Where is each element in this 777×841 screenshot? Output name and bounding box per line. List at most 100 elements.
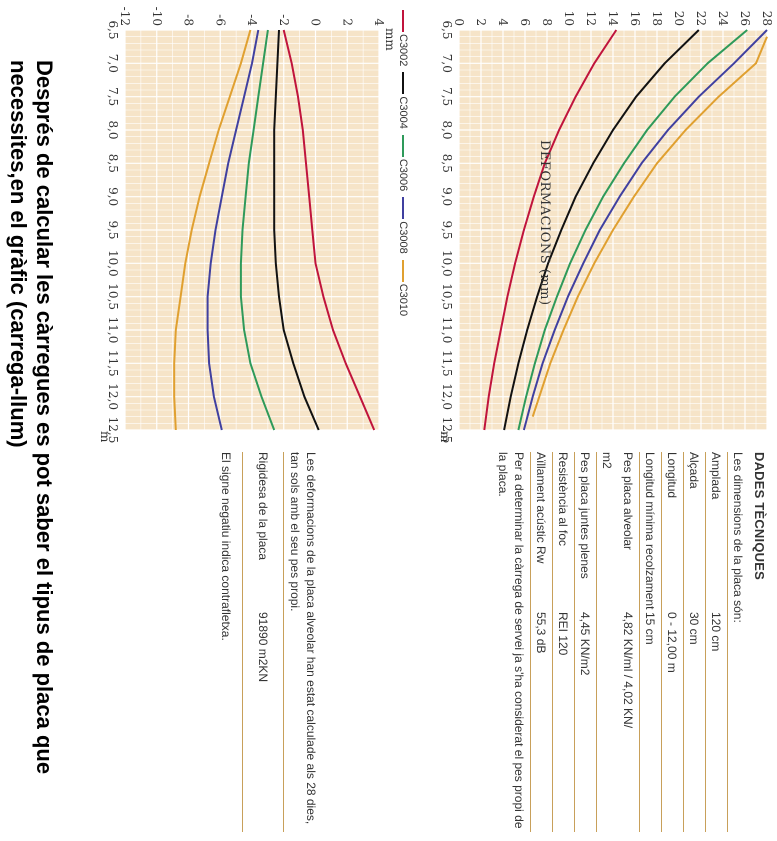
spec-value: 15 cm [643,612,658,645]
spec-row: Aïllament acústic Rw 55,3 dB [530,452,552,832]
spec-label: Pes placa juntes plenes [578,452,593,579]
load-y-tick-label: 20 [672,11,686,26]
deform-series-c3006 [239,29,276,431]
spec-row: Longitud 0 - 12,00 m [661,452,683,832]
deform-y-axis-label: mm [383,28,397,51]
load-y-tick-label: 26 [738,11,752,26]
spec-value: 120 cm [709,612,724,652]
load-y-tick-label: 16 [628,11,642,26]
load-y-tick-label: 2 [474,18,488,26]
spec-row: Pes placa alveolar 4,82 KN/ml / 4,02 KN/ [618,452,639,832]
deform-x-tick-label: 8,0 [106,120,120,139]
deform-y-tick-label: -10 [150,7,164,26]
load-series-c3006 [517,29,748,431]
spec-label: m2 [600,452,615,469]
load-y-tick-label: 4 [496,18,510,26]
deform-x-tick-label: 10,5 [106,283,120,310]
deform-x-tick-label: 10,0 [106,250,120,277]
deformation-note: Les deformacions de la placa alveolar ha… [283,452,322,832]
deform-y-tick-label: -2 [277,14,291,26]
load-x-tick-label: 12,5 [440,417,454,444]
deform-x-tick-label: 7,0 [106,54,120,73]
spec-label: Aïllament acústic Rw [534,452,549,564]
rigidity-row: Rigidesa de la placa 91890 m2KN [242,452,283,832]
load-y-tick-label: 14 [606,11,620,27]
legend-item-c3006: C3006 [397,134,409,191]
deform-x-tick-label: 7,5 [106,87,120,106]
load-y-tick-label: 6 [518,18,532,26]
legend-label-c3002: C3002 [397,34,409,67]
deformation-chart: mm 6,5 7,0 7,5 8,0 8,5 9,0 9,5 10,0 10,5 11,0 11,5… [67,0,397,450]
load-series-c3004 [503,29,700,431]
spec-row: Longitud mínima recolzament 15 cm [639,452,661,832]
deform-y-tick-label: 2 [340,18,354,26]
load-series-c3002 [483,29,618,431]
load-x-tick-label: 8,5 [440,154,454,173]
load-chart-svg: 6,5 7,0 7,5 8,0 8,5 9,0 9,5 10,0 10,5 11,0 11,5 12,… [440,11,774,444]
legend-item-c3008: C3008 [397,197,409,254]
spec-row: Amplada 120 cm [705,452,727,832]
service-load-note: Per a determinar la càrrega de servei ja… [496,452,526,829]
load-x-tick-label: 11,5 [440,350,454,377]
sign-note: El signe negatiu indica contrafletxa. [219,452,233,641]
spec-label: Alçada [687,452,702,489]
deformation-chart-title: DEFORMACIONS (mm) [537,140,552,306]
deform-x-tick-label: 12,0 [106,383,120,410]
legend-item-c3002: C3002 [397,10,409,66]
deform-x-tick-label: 12,5 [106,417,120,444]
load-y-tick-label: 8 [540,18,554,26]
load-series-c3010 [531,36,768,418]
load-y-tick-label: 0 [452,18,466,26]
deform-y-tick-label: 0 [309,18,323,26]
rigidity-label: Rigidesa de la placa [256,452,271,561]
spec-row: Resistència al foc REI 120 [552,452,574,832]
legend-swatch-c3008 [402,197,404,220]
deform-y-tick-label: -4 [245,14,259,26]
deform-x-tick-label: 8,5 [106,154,120,173]
legend-swatch-c3002 [402,10,404,32]
load-y-tick-label: 28 [760,11,774,26]
load-x-tick-label: 6,5 [440,20,454,39]
deform-series-c3010 [173,29,252,431]
technical-data: DADES TÈCNIQUES Les dimensions de la pla… [492,452,767,832]
deform-x-tick-label: 9,5 [106,220,120,239]
spec-row: Alçada 30 cm [683,452,705,832]
deform-y-tick-label: -6 [213,14,227,26]
spec-value: 4,45 KN/m2 [578,612,593,676]
load-series-c3008 [522,29,768,431]
load-y-tick-label: 12 [584,11,598,26]
rigidity-value: 91890 m2KN [256,612,271,683]
spec-label: Longitud [665,452,680,499]
legend-label-c3010: C3010 [397,283,409,317]
spec-value: 4,82 KN/ml / 4,02 KN/ [621,612,636,729]
deform-series-c3008 [206,29,260,431]
legend-item-c3010: C3010 [397,259,409,317]
deform-x-tick-label: 6,5 [106,20,120,39]
deform-y-tick-label: -12 [118,7,132,26]
spec-value: 0 - 12,00 m [665,612,680,673]
load-x-tick-label: 11,0 [440,317,454,344]
spec-row: Pes placa juntes plenes 4,45 KN/m2 [574,452,596,832]
deform-x-tick-label: 11,5 [106,350,120,377]
load-x-tick-label: 9,5 [440,220,454,239]
load-y-tick-label: 22 [694,11,708,26]
load-y-tick-label: 24 [716,11,730,27]
load-chart: 6,5 7,0 7,5 8,0 8,5 9,0 9,5 10,0 10,5 11,0 11,5 12,… [412,0,777,450]
chart-legend: C3002 C3004 C3006 C3008 C3010 [397,10,409,322]
spec-row: m2 [596,452,618,832]
deform-series-c3002 [282,29,376,431]
spec-label: Pes placa alveolar [621,452,636,551]
load-x-tick-label: 9,0 [440,187,454,206]
spec-value: 55,3 dB [534,612,549,654]
load-x-tick-label: 7,0 [440,54,454,73]
legend-label-c3008: C3008 [397,221,409,254]
technical-data-intro: Les dimensions de la placa són: [727,452,749,832]
load-x-tick-label: 10,0 [440,250,454,277]
load-x-tick-label: 10,5 [440,283,454,310]
legend-label-c3004: C3004 [397,96,409,129]
spec-value: 30 cm [687,612,702,645]
legend-item-c3004: C3004 [397,72,409,129]
legend-swatch-c3006 [402,134,404,157]
technical-data-title: DADES TÈCNIQUES [752,452,767,580]
